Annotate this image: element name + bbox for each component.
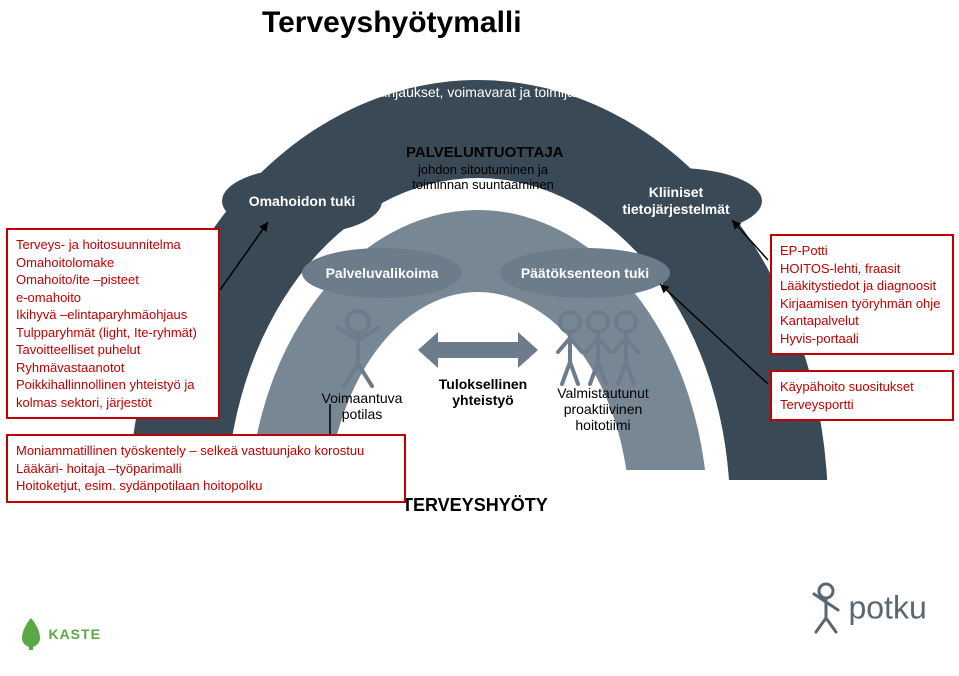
oval-palveluvalikoima: Palveluvalikoima bbox=[302, 248, 462, 298]
box-line: Kantapalvelut bbox=[780, 312, 944, 330]
box-line: Omahoito/ite –pisteet bbox=[16, 271, 210, 289]
box-right-top: EP-Potti HOITOS-lehti, fraasit Lääkityst… bbox=[770, 234, 954, 355]
box-line: Terveys- ja hoitosuunnitelma bbox=[16, 236, 210, 254]
box-line: Lääkitystiedot ja diagnoosit bbox=[780, 277, 944, 295]
box-line: Ikihyvä –elintaparyhmäohjaus bbox=[16, 306, 210, 324]
box-line: Käypähoito suositukset bbox=[780, 378, 944, 396]
box-line: e-omahoito bbox=[16, 289, 210, 307]
box-line: Terveysportti bbox=[780, 396, 944, 414]
box-line: Tulpparyhmät (light, Ite-ryhmät) bbox=[16, 324, 210, 342]
oval-label: Omahoidon tuki bbox=[245, 189, 360, 214]
box-line: Poikkihallinnollinen yhteistyö ja kolmas… bbox=[16, 376, 210, 411]
box-left-top: Terveys- ja hoitosuunnitelma Omahoitolom… bbox=[6, 228, 220, 419]
oval-omahoidon-tuki: Omahoidon tuki bbox=[222, 168, 382, 234]
team-icon bbox=[548, 308, 648, 388]
box-line: Omahoitolomake bbox=[16, 254, 210, 272]
oval-kliiniset: Kliiniset tietojärjestelmät bbox=[590, 168, 762, 234]
box-line: Kirjaamisen työryhmän ohje bbox=[780, 295, 944, 313]
palveluntuottaja-title: PALVELUNTUOTTAJA bbox=[406, 144, 564, 161]
box-line: Lääkäri- hoitaja –työparimalli bbox=[16, 460, 396, 478]
tuloksellinen-label: Tuloksellinen yhteistyö bbox=[438, 376, 528, 408]
voimaantuva-label: Voimaantuva potilas bbox=[312, 390, 412, 422]
potku-text: potku bbox=[848, 590, 926, 626]
valmistautunut-label: Valmistautunut proaktiivinen hoitotiimi bbox=[548, 385, 658, 433]
box-line: Hyvis-portaali bbox=[780, 330, 944, 348]
kaste-text: KASTE bbox=[48, 626, 100, 642]
oval-label: Palveluvalikoima bbox=[322, 261, 443, 286]
box-left-bottom: Moniammatillinen työskentely – selkeä va… bbox=[6, 434, 406, 503]
box-line: Moniammatillinen työskentely – selkeä va… bbox=[16, 442, 396, 460]
center-arrows-icon bbox=[418, 320, 538, 380]
kaste-logo: KASTE bbox=[18, 616, 101, 652]
potku-logo: potku bbox=[808, 582, 927, 634]
patient-icon bbox=[328, 308, 388, 388]
box-line: EP-Potti bbox=[780, 242, 944, 260]
box-line: HOITOS-lehti, fraasit bbox=[780, 260, 944, 278]
oval-label: Päätöksenteon tuki bbox=[517, 261, 653, 286]
oval-label: Kliiniset tietojärjestelmät bbox=[618, 180, 733, 222]
box-line: Tavoitteelliset puhelut bbox=[16, 341, 210, 359]
box-line: Hoitoketjut, esim. sydänpotilaan hoitopo… bbox=[16, 477, 396, 495]
terveyshyoty-label: TERVEYSHYÖTY bbox=[402, 495, 548, 516]
box-line: Ryhmävastaanotot bbox=[16, 359, 210, 377]
oval-paatoksenteon: Päätöksenteon tuki bbox=[500, 248, 670, 298]
box-right-bottom: Käypähoito suositukset Terveysportti bbox=[770, 370, 954, 421]
yhteiso-subtitle: linjaukset, voimavarat ja toimijat bbox=[370, 84, 590, 100]
yhteiso-title: YHTEISÖ bbox=[445, 60, 528, 82]
palveluntuottaja-subtitle: johdon sitoutuminen ja toiminnan suuntaa… bbox=[398, 162, 568, 192]
